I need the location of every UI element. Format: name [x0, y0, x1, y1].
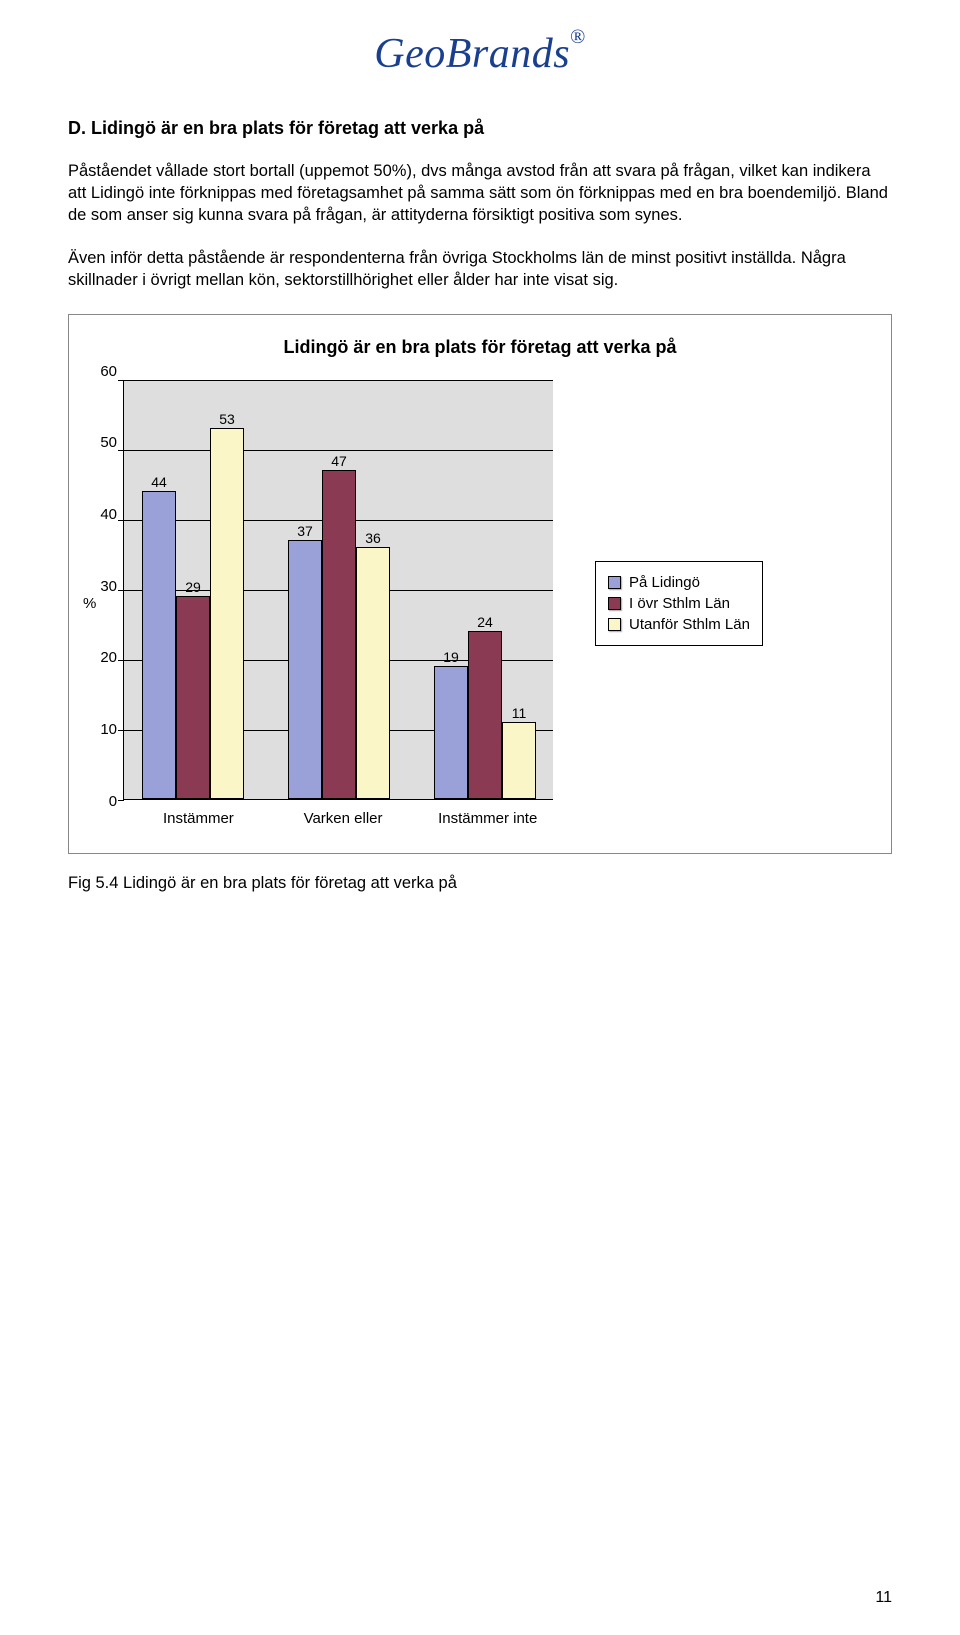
bar: 37 — [288, 540, 322, 799]
legend-item: Utanför Sthlm Län — [608, 616, 750, 633]
bar: 24 — [468, 631, 502, 799]
y-tick-mark — [118, 730, 124, 731]
y-tick-mark — [118, 800, 124, 801]
bar: 47 — [322, 470, 356, 799]
bar-value-label: 53 — [211, 411, 243, 427]
bar: 44 — [142, 491, 176, 799]
chart-plot-area: % 6050403020100 442953374736192411 Instä… — [83, 380, 553, 827]
legend-swatch — [608, 576, 621, 589]
legend-item: I övr Sthlm Län — [608, 595, 750, 612]
logo-word: GeoBrands — [374, 31, 570, 77]
bar-group: 374736 — [288, 470, 390, 799]
bar: 29 — [176, 596, 210, 799]
page-number: 11 — [875, 1589, 892, 1607]
bar: 53 — [210, 428, 244, 799]
bar-group: 442953 — [142, 428, 244, 799]
x-axis-label: Varken eller — [278, 810, 409, 827]
section-heading: D. Lidingö är en bra plats för företag a… — [68, 118, 892, 139]
bar-value-label: 44 — [143, 474, 175, 490]
y-tick-mark — [118, 450, 124, 451]
bar-value-label: 37 — [289, 523, 321, 539]
chart-card: Lidingö är en bra plats för företag att … — [68, 314, 892, 854]
x-axis-label: Instämmer inte — [422, 810, 553, 827]
legend-label: På Lidingö — [629, 574, 700, 591]
logo: GeoBrands® — [68, 30, 892, 78]
legend-swatch — [608, 597, 621, 610]
chart-plot: 442953374736192411 — [123, 380, 553, 800]
y-axis-ticks: 6050403020100 — [100, 372, 123, 802]
y-tick-mark — [118, 520, 124, 521]
bar: 11 — [502, 722, 536, 799]
logo-registered: ® — [570, 26, 586, 48]
legend-swatch — [608, 618, 621, 631]
bar-value-label: 47 — [323, 453, 355, 469]
legend-label: Utanför Sthlm Län — [629, 616, 750, 633]
gridline — [124, 380, 553, 381]
chart-legend: På Lidingö I övr Sthlm Län Utanför Sthlm L… — [595, 561, 763, 646]
y-axis-label: % — [83, 380, 100, 827]
figure-caption: Fig 5.4 Lidingö är en bra plats för före… — [68, 874, 892, 893]
bar: 36 — [356, 547, 390, 799]
x-axis-labels: Instämmer Varken eller Instämmer inte — [123, 810, 553, 827]
chart-title: Lidingö är en bra plats för företag att … — [83, 337, 877, 358]
bar-group: 192411 — [434, 631, 536, 799]
bar-value-label: 36 — [357, 530, 389, 546]
y-tick-mark — [118, 590, 124, 591]
body-paragraph-1: Påståendet vållade stort bortall (uppemo… — [68, 161, 892, 226]
body-paragraph-2: Även inför detta påstående är respondent… — [68, 248, 892, 292]
legend-item: På Lidingö — [608, 574, 750, 591]
bar-value-label: 29 — [177, 579, 209, 595]
legend-label: I övr Sthlm Län — [629, 595, 730, 612]
y-tick-mark — [118, 380, 124, 381]
bar-value-label: 19 — [435, 649, 467, 665]
y-tick-mark — [118, 660, 124, 661]
bar-value-label: 11 — [503, 705, 535, 721]
bar: 19 — [434, 666, 468, 799]
bar-value-label: 24 — [469, 614, 501, 630]
logo-text: GeoBrands® — [374, 30, 586, 78]
x-axis-label: Instämmer — [133, 810, 264, 827]
